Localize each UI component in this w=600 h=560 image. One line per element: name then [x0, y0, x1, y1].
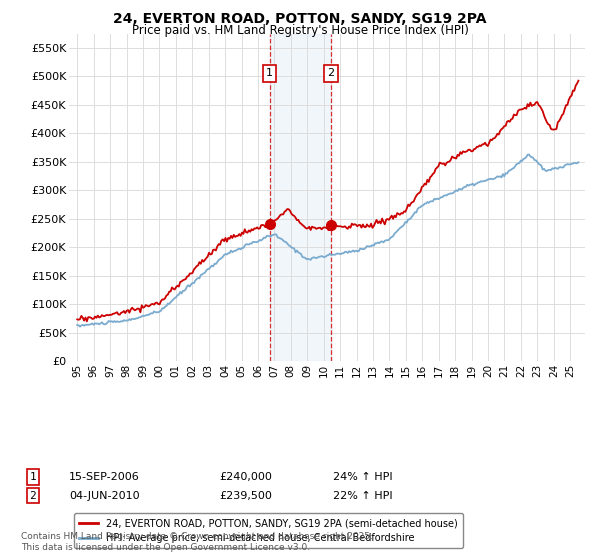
Text: Price paid vs. HM Land Registry's House Price Index (HPI): Price paid vs. HM Land Registry's House …	[131, 24, 469, 37]
Text: 15-SEP-2006: 15-SEP-2006	[69, 472, 140, 482]
Legend: 24, EVERTON ROAD, POTTON, SANDY, SG19 2PA (semi-detached house), HPI: Average pr: 24, EVERTON ROAD, POTTON, SANDY, SG19 2P…	[74, 514, 463, 548]
Text: 1: 1	[266, 68, 273, 78]
Text: 1: 1	[29, 472, 37, 482]
Text: £239,500: £239,500	[219, 491, 272, 501]
Text: 04-JUN-2010: 04-JUN-2010	[69, 491, 140, 501]
Text: 2: 2	[327, 68, 334, 78]
Text: £240,000: £240,000	[219, 472, 272, 482]
Text: 24, EVERTON ROAD, POTTON, SANDY, SG19 2PA: 24, EVERTON ROAD, POTTON, SANDY, SG19 2P…	[113, 12, 487, 26]
Text: 24% ↑ HPI: 24% ↑ HPI	[333, 472, 392, 482]
Text: Contains HM Land Registry data © Crown copyright and database right 2025.
This d: Contains HM Land Registry data © Crown c…	[21, 532, 373, 552]
Text: 2: 2	[29, 491, 37, 501]
Bar	[269, 34, 331, 361]
Text: 22% ↑ HPI: 22% ↑ HPI	[333, 491, 392, 501]
